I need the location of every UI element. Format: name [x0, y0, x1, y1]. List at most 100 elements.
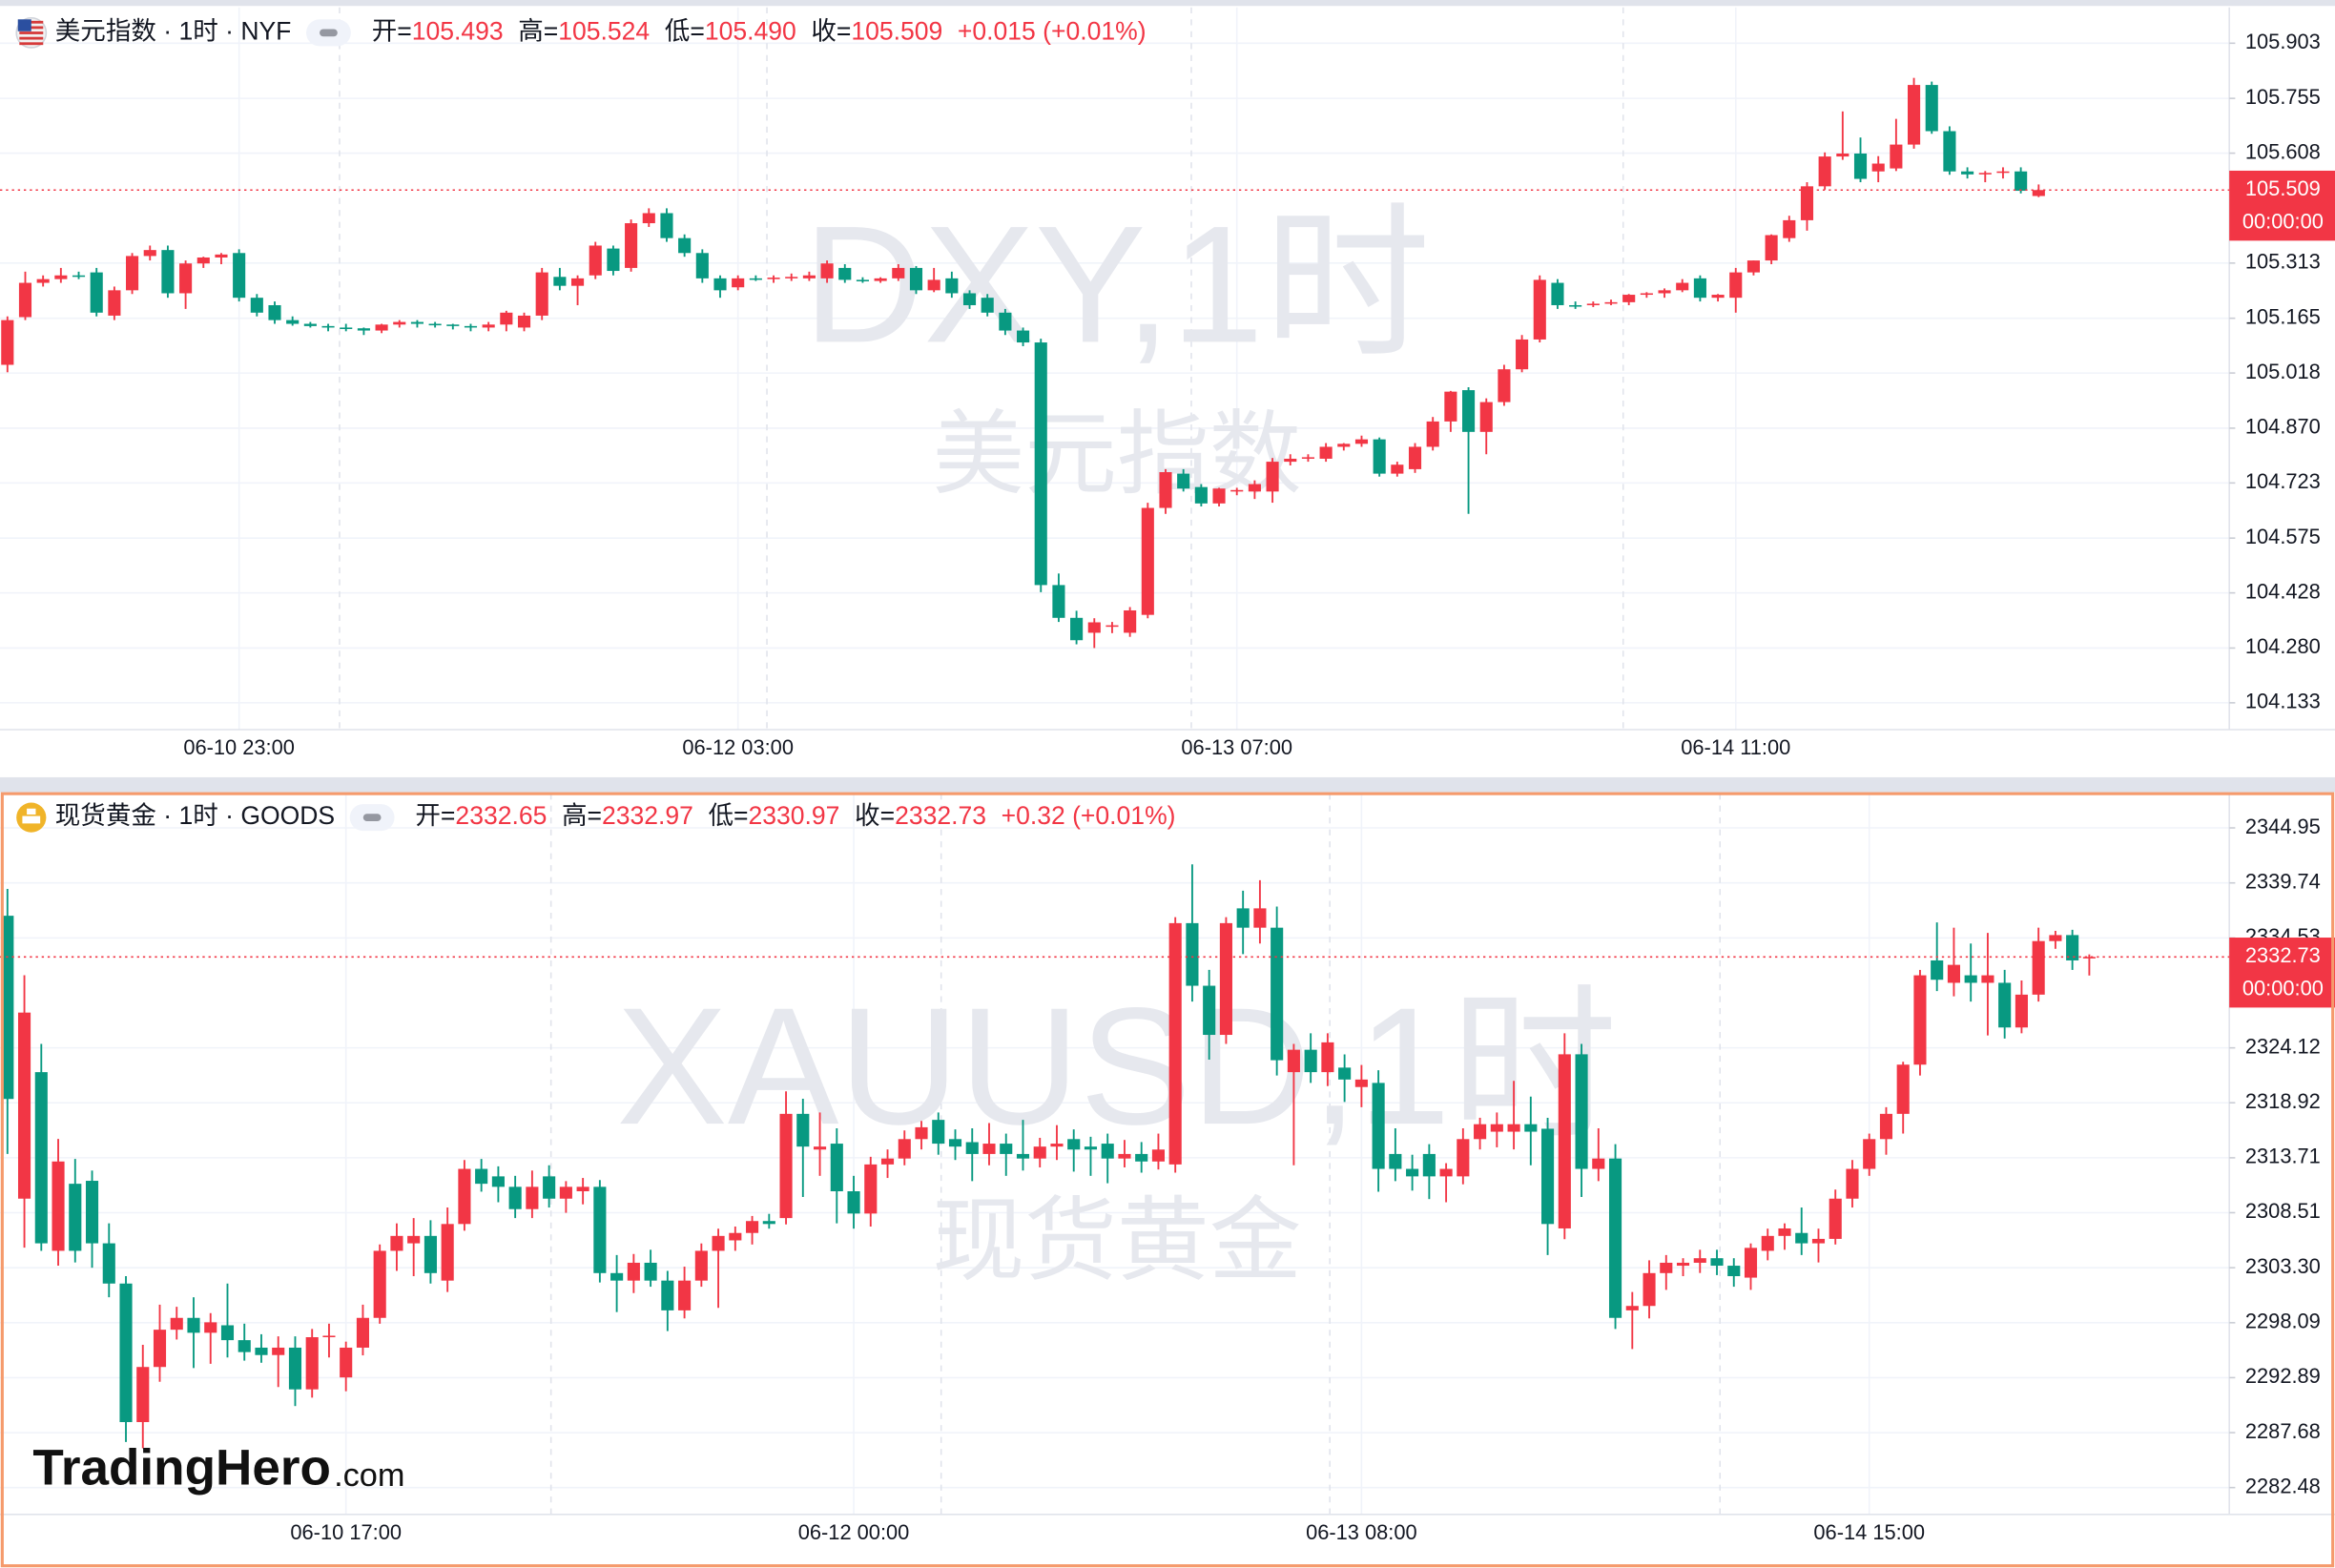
candle-body [749, 278, 762, 280]
candle-body [1338, 1067, 1352, 1080]
eye-toggle-icon [362, 814, 382, 822]
candle-body [1490, 1124, 1503, 1132]
candle-body [553, 277, 567, 286]
x-tick-label: 06-12 03:00 [682, 735, 794, 759]
candle-body [1408, 446, 1422, 469]
candle-body [1871, 163, 1885, 172]
watermark-name: 美元指数 [932, 402, 1301, 506]
candle-body [357, 328, 370, 331]
candle-body [1000, 1144, 1013, 1154]
candle-body [1575, 1054, 1588, 1169]
y-tick-label: 2292.89 [2245, 1364, 2321, 1388]
candle-body [932, 1120, 945, 1145]
candle-body [1017, 330, 1030, 343]
candle-body [250, 298, 263, 313]
candle-body [526, 1186, 539, 1209]
candle-body [1, 320, 14, 365]
candle-body [1795, 1232, 1808, 1244]
candle-body [1389, 1153, 1402, 1169]
candle-body [695, 253, 709, 279]
candle-body [856, 279, 869, 281]
ohlc-value: 2332.65 [455, 801, 547, 830]
candle-body [475, 1168, 488, 1185]
candle-body [108, 290, 121, 316]
candle-body [1836, 153, 1849, 157]
candle-body [2066, 935, 2079, 960]
candle-body [1710, 1258, 1724, 1267]
ohlc-value: 2330.97 [749, 801, 840, 830]
candle-body [1391, 464, 1404, 474]
candle-body [1230, 489, 1244, 492]
y-tick-label: 104.133 [2245, 690, 2321, 713]
candle-body [1811, 1238, 1826, 1244]
candle-body [830, 1144, 843, 1191]
candle-body [1266, 462, 1279, 492]
candle-body [1943, 131, 1956, 172]
ohlc-key: 高= [518, 16, 558, 45]
candle-body [785, 277, 798, 279]
y-tick-label: 2318.92 [2245, 1089, 2321, 1113]
candle-body [407, 1235, 421, 1244]
candle-body [1961, 171, 1974, 175]
candle-body [1304, 1049, 1317, 1073]
y-tick-label: 2324.12 [2245, 1034, 2321, 1058]
candle-body [1533, 279, 1546, 340]
ohlc-key: 收= [855, 801, 895, 830]
candle-body [1168, 922, 1182, 1165]
candle-body [1761, 1235, 1774, 1251]
candle-body [482, 324, 495, 328]
candle-body [948, 1139, 962, 1147]
candle-body [52, 1161, 65, 1251]
candle-body [1354, 1079, 1368, 1087]
candle-body [286, 320, 300, 324]
x-tick-label: 06-12 00:00 [798, 1520, 910, 1544]
pane-separator [0, 776, 2335, 793]
y-tick-label: 105.755 [2245, 85, 2321, 109]
candle-body [1783, 219, 1796, 238]
y-tick-label: 2313.71 [2245, 1145, 2321, 1168]
candle-body [1640, 293, 1653, 296]
candle-body [1457, 1139, 1470, 1177]
symbol-title: 美元指数 · 1时 · NYF [55, 16, 292, 45]
candle-body [321, 325, 335, 328]
candle-body [571, 278, 585, 286]
candle-body [813, 1146, 827, 1150]
candle-body [1516, 339, 1529, 370]
y-tick-label: 2308.51 [2245, 1199, 2321, 1223]
candle-body [340, 327, 353, 329]
candle-body [627, 1262, 640, 1281]
y-tick-label: 105.313 [2245, 250, 2321, 274]
candle-body [1693, 278, 1706, 299]
candle-body [1135, 1153, 1148, 1162]
candle-body [215, 254, 228, 258]
candle-body [1643, 1272, 1656, 1307]
candle-body [1462, 390, 1476, 432]
candle-body [17, 1012, 31, 1199]
candle-body [1558, 1054, 1571, 1228]
candle-body [1106, 625, 1119, 628]
candle-body [170, 1317, 183, 1331]
candle-body [2032, 190, 2045, 196]
last-price-tag [2229, 938, 2335, 1008]
candle-body [1439, 1168, 1453, 1177]
candle-body [625, 223, 638, 268]
candle-body [1248, 484, 1261, 492]
candle-body [820, 263, 834, 279]
candle-body [712, 1235, 725, 1251]
candle-body [576, 1186, 589, 1191]
pane-border [0, 792, 2335, 1568]
gold-bar [27, 808, 36, 815]
flag-stripe [19, 31, 44, 34]
candle-body [1406, 1168, 1419, 1177]
candle-body [1947, 964, 1960, 983]
candle-body [1931, 959, 1944, 980]
candle-body [1996, 171, 2010, 174]
y-tick-label: 104.428 [2245, 579, 2321, 603]
candle-body [945, 278, 959, 294]
candle-body [746, 1221, 759, 1233]
flag-stripe [19, 42, 44, 46]
y-tick-label: 105.903 [2245, 30, 2321, 53]
candle-body [305, 1337, 319, 1390]
candle-body [1052, 585, 1065, 618]
candle-body [1729, 272, 1743, 299]
